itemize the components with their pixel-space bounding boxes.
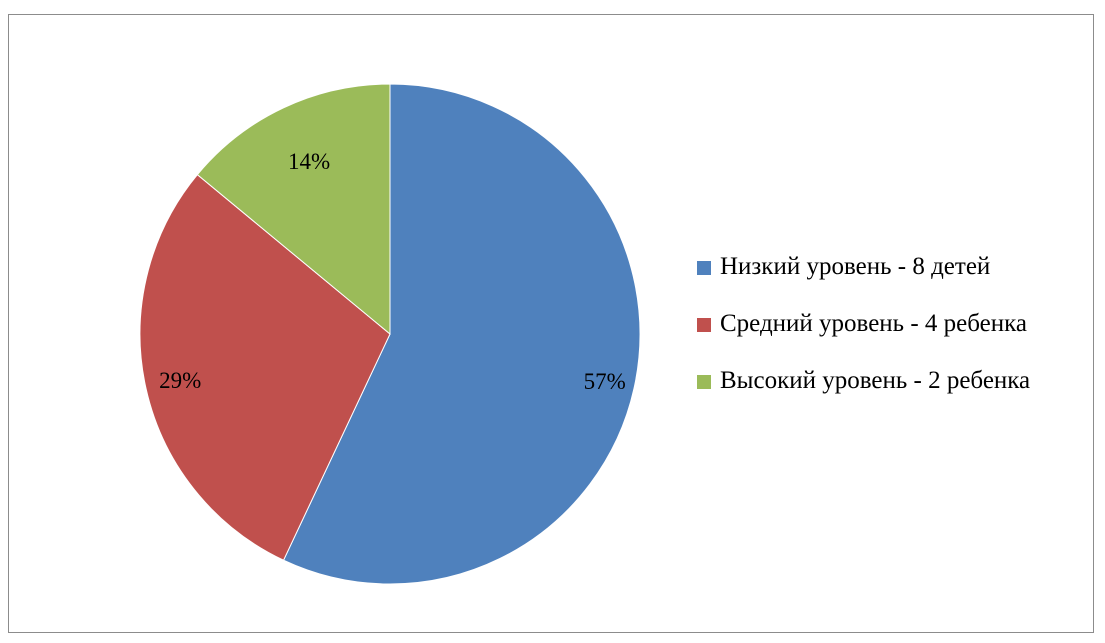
legend-label-high: Высокий уровень - 2 ребенка: [720, 367, 1031, 394]
data-label-high: 14%: [288, 149, 331, 175]
legend-item-medium: Средний уровень - 4 ребенка: [697, 308, 1067, 340]
legend: Низкий уровень - 8 детей Средний уровень…: [697, 251, 1067, 397]
legend-swatch-medium: [697, 318, 711, 332]
legend-item-high: Высокий уровень - 2 ребенка: [697, 365, 1067, 397]
legend-swatch-high: [697, 375, 711, 389]
legend-label-medium: Средний уровень - 4 ребенка: [720, 310, 1027, 337]
pie-slice-medium: [139, 173, 391, 561]
legend-item-low: Низкий уровень - 8 детей: [697, 251, 1067, 283]
legend-label-low: Низкий уровень - 8 детей: [720, 253, 991, 280]
pie-chart: [139, 83, 641, 585]
pie-slice-low: [282, 83, 641, 585]
data-label-low: 57%: [583, 368, 626, 394]
pie-slice-high: [196, 83, 391, 336]
chart-area: 57% 29% 14% Низкий уровень - 8 детей Сре…: [8, 14, 1094, 633]
legend-swatch-low: [697, 261, 711, 275]
data-label-medium: 29%: [159, 367, 202, 393]
